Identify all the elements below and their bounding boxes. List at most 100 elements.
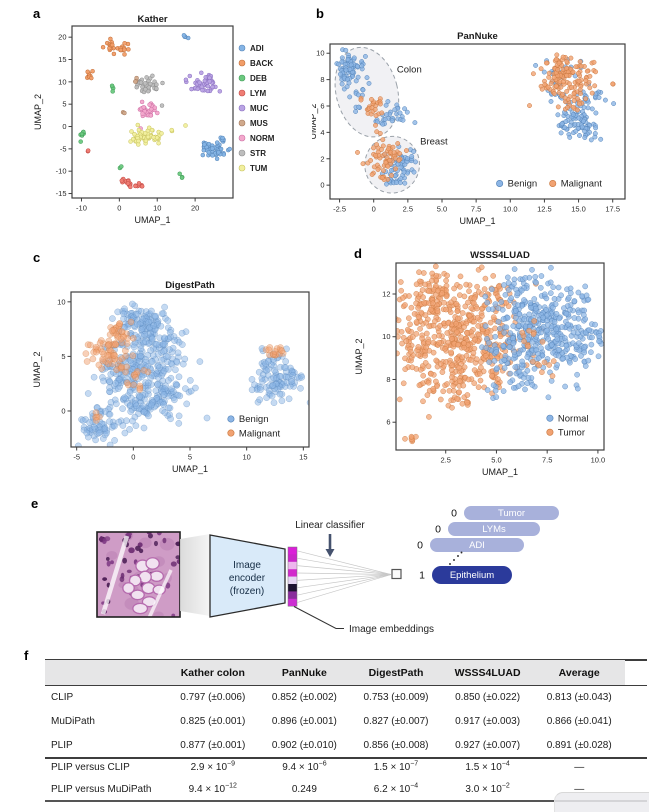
image-encoder-shape — [209, 534, 286, 618]
svg-text:0: 0 — [372, 205, 376, 214]
score-cell: 0.825 (±0.001) — [180, 715, 246, 727]
pvalue-cell: — — [574, 783, 585, 795]
svg-text:UMAP_1: UMAP_1 — [482, 467, 518, 477]
svg-text:UMAP_1: UMAP_1 — [172, 464, 208, 474]
svg-text:5: 5 — [61, 352, 65, 361]
score-cell: 0.917 (±0.003) — [455, 715, 521, 727]
svg-text:Normal: Normal — [558, 413, 589, 424]
svg-text:DEB: DEB — [250, 74, 267, 83]
svg-text:Benign: Benign — [508, 179, 538, 190]
svg-text:0: 0 — [61, 406, 65, 415]
pvalue-cell: — — [574, 762, 585, 774]
beam-shape — [180, 534, 210, 616]
svg-text:ADI: ADI — [250, 44, 264, 53]
corner-overlay — [554, 792, 649, 812]
svg-text:6: 6 — [386, 418, 390, 427]
panel-e-label: e — [31, 496, 39, 511]
class-pill-label: Epithelium — [450, 570, 494, 581]
output-value: 0 — [435, 524, 441, 536]
svg-text:17.5: 17.5 — [605, 205, 620, 214]
results-table: Kather colon PanNuke DigestPath WSSS4LUAD Av… — [45, 660, 625, 800]
row-label: MuDiPath — [51, 715, 95, 727]
chart-svg-kather: Kather -10 0 10 20 -15 -10 -5 0 5 10 15 20 UMAP_1 UMAP… — [33, 14, 275, 225]
svg-text:DigestPath: DigestPath — [165, 280, 215, 291]
table-rule-top — [45, 659, 647, 661]
svg-text:LYM: LYM — [250, 89, 266, 98]
class-pill-label: LYMs — [482, 524, 506, 535]
svg-text:MUS: MUS — [250, 119, 268, 128]
score-cell: 0.877 (±0.001) — [180, 739, 246, 751]
table-rule-bottom — [45, 800, 647, 803]
svg-text:10: 10 — [57, 297, 65, 306]
score-cell: 0.866 (±0.041) — [546, 715, 612, 727]
svg-text:12.5: 12.5 — [537, 205, 552, 214]
svg-text:5.0: 5.0 — [491, 456, 501, 465]
panel-b-chart: PanNuke Colon Breast -2.5 0 2.5 5.0 7.5 10.0 12.5… — [308, 6, 649, 237]
column-header — [45, 660, 167, 685]
results-table-body: CLIP 0.797 (±0.006) 0.852 (±0.002) 0.753 (±… — [45, 685, 625, 800]
image-encoder-label: encoder — [229, 573, 266, 584]
svg-text:Benign: Benign — [239, 414, 269, 425]
callout-line — [293, 606, 344, 629]
score-cell: 0.856 (±0.008) — [363, 739, 429, 751]
chart-svg-digestpath: DigestPath -5 0 5 10 15 0 5 10 UMAP_1 UMAP_2 Benign… — [32, 280, 310, 474]
svg-text:TUM: TUM — [250, 164, 268, 173]
svg-text:15: 15 — [299, 453, 307, 462]
score-cell: 0.797 (±0.006) — [180, 691, 246, 703]
svg-text:2.5: 2.5 — [403, 205, 413, 214]
pvalue-cell: 1.5 × 10−4 — [465, 760, 510, 774]
svg-text:0: 0 — [320, 181, 324, 190]
image-embeddings-label: Image embeddings — [349, 624, 434, 635]
svg-text:2.5: 2.5 — [440, 456, 450, 465]
panel-a-chart: Kather -10 0 10 20 -15 -10 -5 0 5 10 15 20 UMAP_1 UMAP… — [28, 6, 318, 238]
svg-text:0: 0 — [131, 453, 135, 462]
output-value: 1 — [419, 570, 425, 582]
svg-text:STR: STR — [250, 149, 266, 158]
class-pill-adi — [430, 538, 524, 552]
svg-text:15.0: 15.0 — [571, 205, 586, 214]
svg-text:UMAP_1: UMAP_1 — [459, 216, 495, 226]
svg-text:7.5: 7.5 — [471, 205, 481, 214]
svg-text:12: 12 — [382, 289, 390, 298]
svg-text:-2.5: -2.5 — [333, 205, 346, 214]
pvalue-cell: 2.9 × 10−9 — [190, 760, 235, 774]
output-value: 0 — [417, 540, 423, 552]
chart-svg-pannuke: PanNuke Colon Breast -2.5 0 2.5 5.0 7.5 10.0 12.5… — [308, 31, 626, 226]
pvalue-cell: 3.0 × 10−2 — [465, 782, 510, 795]
svg-text:Colon: Colon — [397, 64, 422, 75]
panel-d-label: d — [354, 246, 362, 261]
svg-text:6: 6 — [320, 102, 324, 111]
panel-b-label: b — [316, 6, 324, 21]
svg-text:10.0: 10.0 — [591, 456, 606, 465]
results-table-wrap: Kather colon PanNuke DigestPath WSSS4LUAD Av… — [45, 660, 625, 800]
svg-text:0: 0 — [117, 204, 121, 213]
svg-text:5: 5 — [188, 453, 192, 462]
column-header: Kather colon — [180, 666, 245, 679]
column-header: WSSS4LUAD — [454, 666, 521, 679]
svg-text:5: 5 — [62, 100, 66, 109]
panel-c-chart: DigestPath -5 0 5 10 15 0 5 10 UMAP_1 UMAP_2 Benign… — [28, 248, 330, 494]
results-table-head: Kather colon PanNuke DigestPath WSSS4LUAD Av… — [45, 660, 625, 685]
class-pill-lyms — [448, 522, 540, 536]
score-cell: 0.927 (±0.007) — [455, 739, 521, 751]
table-rule-mid — [45, 757, 647, 759]
svg-text:-10: -10 — [76, 204, 87, 213]
svg-text:2: 2 — [320, 154, 324, 163]
svg-text:10: 10 — [382, 332, 390, 341]
linear-classifier-label: Linear classifier — [295, 520, 365, 531]
score-cell: 0.852 (±0.002) — [271, 691, 337, 703]
svg-text:BACK: BACK — [250, 59, 273, 68]
panel-c-label: c — [33, 250, 41, 265]
svg-text:0: 0 — [62, 122, 66, 131]
score-cell: 0.753 (±0.009) — [363, 691, 429, 703]
score-cell: 0.813 (±0.043) — [546, 691, 612, 703]
svg-text:15: 15 — [58, 55, 66, 64]
score-cell: 0.891 (±0.028) — [546, 739, 612, 751]
class-pill-label: Tumor — [498, 508, 525, 519]
svg-text:PanNuke: PanNuke — [457, 31, 498, 42]
svg-text:Kather: Kather — [137, 14, 167, 25]
chart-svg-wsss4luad: WSSS4LUAD 2.5 5.0 7.5 10.0 6 8 10 12 UMAP_1 UMAP_2… — [354, 250, 606, 477]
svg-text:8: 8 — [320, 75, 324, 84]
